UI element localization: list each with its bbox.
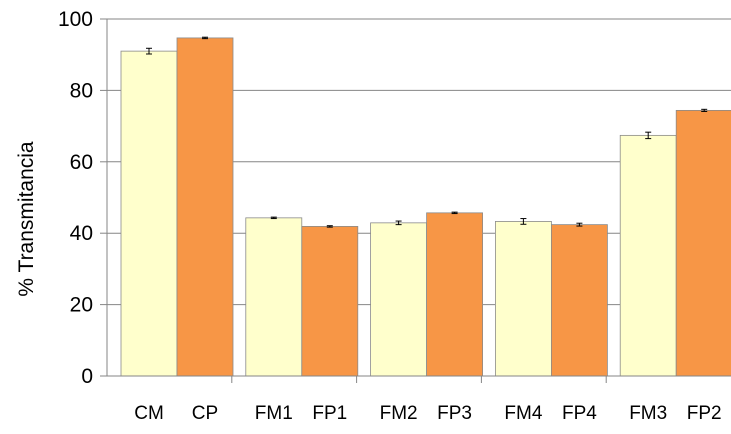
bar-fp3 (427, 213, 483, 376)
x-category-label: CM (134, 403, 164, 424)
x-category-label: CP (192, 403, 218, 424)
bar-fm3 (620, 135, 676, 376)
bars (121, 38, 731, 376)
x-category-label: FM4 (504, 403, 542, 424)
x-category-label: FM1 (255, 403, 293, 424)
bar-cm (121, 51, 177, 376)
x-category-label: FP2 (687, 403, 722, 424)
bar-fm1 (246, 218, 302, 376)
y-tick-labels: 0 20 40 60 80 100 (58, 8, 93, 388)
bar-fm4 (495, 221, 551, 376)
x-category-label: FM2 (380, 403, 418, 424)
bar-fp1 (302, 226, 358, 376)
y-tick-label: 60 (70, 151, 93, 174)
x-category-label: FP1 (312, 403, 347, 424)
bar-fp2 (676, 110, 731, 376)
x-category-labels: CM CP FM1 FP1 FM2 FP3 FM4 FP4 FM3 FP2 (134, 403, 721, 424)
bar-cp (177, 38, 233, 376)
x-category-label: FM3 (629, 403, 667, 424)
y-tick-label: 80 (70, 79, 93, 102)
bar-fp4 (551, 225, 607, 376)
x-category-label: FP4 (562, 403, 597, 424)
y-axis-title: % Transmitancia (15, 141, 38, 297)
bar-fm2 (371, 223, 427, 376)
y-tick-label: 100 (58, 8, 93, 31)
y-tick-label: 0 (81, 365, 93, 388)
x-category-label: FP3 (437, 403, 472, 424)
y-tick-label: 40 (70, 222, 93, 245)
y-tick-label: 20 (70, 294, 93, 317)
